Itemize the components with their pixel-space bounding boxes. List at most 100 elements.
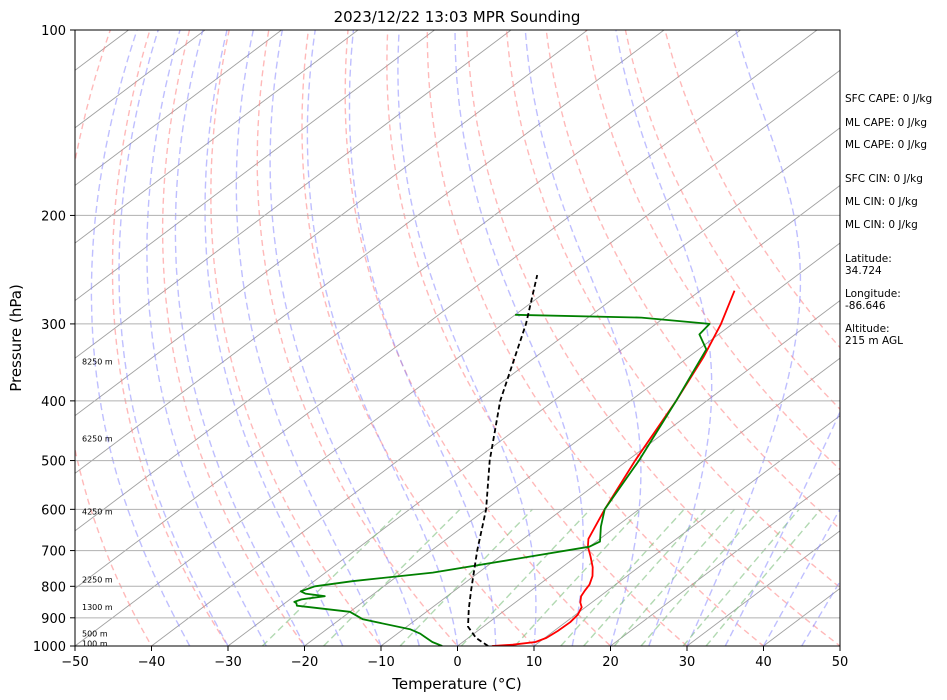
- height-label: 8250 m: [82, 357, 113, 366]
- dewpoint-profile-line: [293, 313, 711, 646]
- x-tick-label: 20: [602, 655, 619, 670]
- mixing-ratio-line: [323, 508, 461, 646]
- moist-adiabat-line: [686, 30, 802, 646]
- dry-adiabat-line: [161, 30, 306, 646]
- mixing-ratio-line: [682, 508, 800, 646]
- y-tick-label: 700: [41, 545, 66, 560]
- isotherm-line: [75, 30, 742, 532]
- moist-adiabat-line: [397, 30, 537, 646]
- x-tick-label: −30: [214, 655, 241, 670]
- x-axis-title: Temperature (°C): [391, 675, 521, 693]
- mixing-ratio-line: [460, 508, 591, 646]
- moist-adiabat-line: [235, 30, 382, 646]
- y-tick-label: 900: [41, 612, 66, 627]
- moist-adiabat-line: [306, 30, 459, 646]
- stat-sfc-cin: SFC CIN: 0 J/kg: [845, 173, 923, 185]
- stat-ml-cin-2: ML CIN: 0 J/kg: [845, 219, 918, 231]
- isotherm-line: [227, 184, 840, 646]
- moist-adiabat-line: [204, 30, 344, 646]
- profiles: [293, 274, 736, 646]
- y-axis-title: Pressure (hPa): [7, 284, 25, 392]
- latitude-value: 34.724: [845, 265, 882, 277]
- longitude-value: -86.646: [845, 300, 886, 312]
- dry-adiabat-line: [256, 30, 459, 646]
- x-tick-label: 10: [526, 655, 543, 670]
- dry-adiabat-line: [624, 30, 840, 411]
- isotherm-line: [75, 30, 589, 417]
- stat-sfc-cape: SFC CAPE: 0 J/kg: [845, 93, 932, 105]
- x-axis-ticks: −50 −40 −30 −20 −10 0 10 20 30 40 50: [61, 646, 848, 670]
- height-label: 6250 m: [82, 434, 113, 443]
- y-axis-ticks: 100 200 300 400 500 600 700 800 900 1000: [33, 24, 75, 655]
- isotherm-line: [533, 415, 840, 646]
- isotherm-line: [609, 472, 840, 646]
- isotherm-line: [75, 30, 359, 244]
- temperature-profile-line: [491, 290, 736, 646]
- y-tick-label: 1000: [33, 640, 66, 655]
- isotherm-line: [75, 69, 840, 646]
- isotherm-line: [75, 30, 512, 359]
- x-tick-label: −20: [291, 655, 318, 670]
- y-tick-label: 400: [41, 395, 66, 410]
- parcel-profile-line: [467, 274, 539, 646]
- height-label: 4250 m: [82, 508, 113, 517]
- x-tick-label: 30: [679, 655, 696, 670]
- moist-adiabat-line: [762, 507, 840, 646]
- moist-adiabat-line: [269, 30, 420, 646]
- y-tick-label: 500: [41, 455, 66, 470]
- isotherm-line: [686, 530, 840, 646]
- height-label: 500 m: [82, 630, 108, 639]
- moist-adiabat-line: [801, 580, 840, 646]
- x-tick-label: 0: [453, 655, 461, 670]
- dry-adiabat-line: [505, 30, 840, 589]
- y-tick-label: 200: [41, 209, 66, 224]
- x-tick-label: 50: [832, 655, 849, 670]
- moist-adiabat-line: [118, 30, 229, 646]
- height-label: 100 m: [82, 639, 108, 648]
- x-tick-label: −10: [367, 655, 394, 670]
- pressure-gridlines: [75, 30, 840, 646]
- moist-adiabat-line: [174, 30, 306, 646]
- stat-ml-cin: ML CIN: 0 J/kg: [845, 196, 918, 208]
- dry-adiabat-line: [386, 30, 689, 646]
- mixing-ratio-line: [640, 508, 761, 646]
- mixing-ratio-line: [613, 508, 736, 646]
- dry-adiabat-line: [210, 30, 382, 646]
- altitude-label: Altitude:: [845, 323, 890, 335]
- mixing-ratio-line: [560, 508, 685, 646]
- plot-frame: [74, 29, 841, 647]
- y-tick-label: 300: [41, 318, 66, 333]
- dry-adiabat-line: [111, 30, 229, 646]
- stat-ml-cape: ML CAPE: 0 J/kg: [845, 117, 927, 129]
- altitude-value: 215 m AGL: [845, 335, 903, 347]
- dry-adiabat-line: [75, 30, 153, 646]
- stat-ml-cape-2: ML CAPE: 0 J/kg: [845, 139, 927, 151]
- isotherm-line: [75, 30, 206, 129]
- x-tick-label: −50: [61, 655, 88, 670]
- moist-adiabat-line: [615, 30, 713, 646]
- moist-adiabat-line: [90, 30, 191, 646]
- isotherm-line: [380, 300, 840, 646]
- x-tick-label: −40: [138, 655, 165, 670]
- moist-adiabat-line: [724, 410, 840, 646]
- isotherm-line: [456, 357, 840, 646]
- isotherm-line: [150, 127, 840, 646]
- latitude-label: Latitude:: [845, 253, 892, 265]
- chart-title: 2023/12/22 13:03 MPR Sounding: [334, 8, 581, 26]
- background-lines: [75, 30, 840, 646]
- dry-adiabat-line: [466, 30, 840, 646]
- mixing-ratio-line: [399, 508, 534, 646]
- y-tick-label: 100: [41, 24, 66, 39]
- moist-adiabat-line: [348, 30, 497, 646]
- dry-adiabat-line: [301, 30, 536, 646]
- dry-adiabat-line: [426, 30, 765, 646]
- mixing-ratio-line: [514, 508, 642, 646]
- isotherm-line: [75, 30, 283, 187]
- y-tick-label: 800: [41, 580, 66, 595]
- longitude-label: Longitude:: [845, 288, 901, 300]
- mixing-ratio-line: [583, 508, 707, 646]
- isotherm-line: [75, 30, 436, 302]
- dry-adiabat-line: [585, 30, 840, 471]
